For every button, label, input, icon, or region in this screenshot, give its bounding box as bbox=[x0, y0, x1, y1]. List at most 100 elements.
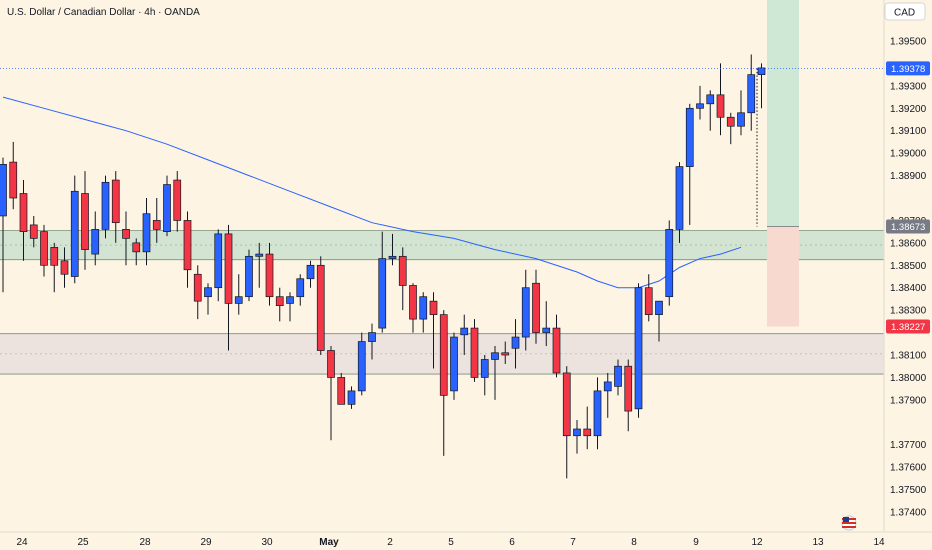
time-tick-label: 25 bbox=[77, 537, 89, 548]
candle-body bbox=[316, 264, 325, 351]
candle-body bbox=[480, 359, 489, 378]
time-tick-label: 8 bbox=[631, 537, 637, 548]
candle-body bbox=[398, 255, 407, 286]
candle-body bbox=[255, 253, 264, 257]
candle-body bbox=[173, 179, 182, 221]
candle-body bbox=[70, 190, 79, 277]
price-tick-label: 1.38500 bbox=[890, 261, 927, 272]
candle-30 bbox=[306, 260, 315, 288]
price-tick-label: 1.38400 bbox=[890, 283, 927, 294]
candle-body bbox=[245, 255, 253, 298]
price-axis[interactable]: 1.39500 1.39300 1.39200 1.39100 1.39000 1.389… bbox=[883, 0, 930, 532]
candle-20 bbox=[204, 283, 212, 315]
candle-7 bbox=[70, 175, 79, 284]
candle-71 bbox=[726, 112, 735, 145]
candle-67 bbox=[685, 103, 694, 225]
candle-body bbox=[624, 365, 633, 412]
position-tool[interactable] bbox=[756, 0, 799, 327]
currency-badge[interactable]: CAD bbox=[884, 2, 926, 21]
candle-body bbox=[29, 224, 38, 239]
candle-24 bbox=[245, 249, 253, 302]
candle-body bbox=[583, 428, 592, 437]
price-tick-label: 1.38600 bbox=[890, 238, 927, 249]
candle-body bbox=[491, 352, 499, 360]
loss-zone[interactable] bbox=[767, 226, 799, 327]
candle-body bbox=[562, 372, 571, 437]
price-tick-label: 1.37400 bbox=[890, 508, 927, 519]
candle-body bbox=[0, 164, 7, 217]
price-tick-label: 1.39000 bbox=[890, 149, 927, 160]
candle-48 bbox=[491, 346, 499, 400]
candle-body bbox=[50, 246, 59, 266]
candle-body bbox=[501, 352, 510, 356]
time-tick-label: 24 bbox=[16, 537, 28, 548]
candle-body bbox=[429, 300, 438, 315]
candle-body bbox=[552, 327, 561, 374]
candle-body bbox=[378, 258, 387, 329]
candle-body bbox=[152, 220, 161, 230]
price-tick-label: 1.39300 bbox=[890, 81, 927, 92]
candle-1 bbox=[9, 141, 18, 210]
time-tick-label: 29 bbox=[200, 537, 212, 548]
candle-body bbox=[224, 233, 233, 304]
candle-2 bbox=[19, 180, 28, 261]
candle-38 bbox=[388, 233, 397, 266]
candle-body bbox=[204, 287, 212, 298]
time-tick-label: 14 bbox=[873, 537, 885, 548]
candle-body bbox=[347, 390, 356, 405]
time-tick-label: 13 bbox=[812, 537, 824, 548]
candle-44 bbox=[450, 332, 458, 400]
candle-body bbox=[614, 365, 622, 387]
time-axis[interactable]: 24 25 28 29 30 May 2 5 6 7 8 9 12 13 14 bbox=[0, 531, 932, 548]
candle-14 bbox=[142, 198, 151, 266]
candle-18 bbox=[183, 211, 192, 288]
candle-body bbox=[91, 229, 100, 255]
candle-body bbox=[286, 296, 294, 304]
entry-price-badge: 1.38673 bbox=[886, 219, 930, 234]
candle-body bbox=[603, 381, 612, 392]
price-tick-label: 1.37900 bbox=[890, 395, 927, 406]
candle-56 bbox=[573, 420, 581, 454]
candle-body bbox=[40, 231, 48, 266]
candle-31 bbox=[316, 256, 325, 355]
candle-0 bbox=[0, 157, 7, 293]
chart-title: U.S. Dollar / Canadian Dollar · 4h · OAN… bbox=[7, 7, 200, 18]
stop-loss-badge-label: 1.38227 bbox=[891, 322, 925, 333]
profit-zone[interactable] bbox=[767, 0, 799, 227]
candle-32 bbox=[327, 346, 335, 441]
candle-19 bbox=[193, 265, 202, 320]
candle-body bbox=[665, 229, 674, 298]
candle-22 bbox=[224, 224, 233, 351]
candle-42 bbox=[429, 292, 438, 369]
candle-body bbox=[419, 296, 428, 320]
candle-15 bbox=[152, 198, 161, 243]
candle-6 bbox=[60, 247, 69, 288]
candle-body bbox=[163, 184, 171, 232]
candle-54 bbox=[552, 314, 561, 378]
candle-26 bbox=[265, 242, 274, 306]
candle-66 bbox=[675, 162, 684, 243]
candle-68 bbox=[696, 85, 704, 120]
candle-57 bbox=[583, 406, 592, 450]
candle-body bbox=[193, 273, 202, 302]
candle-21 bbox=[214, 229, 223, 302]
candle-body bbox=[296, 278, 305, 298]
candle-body bbox=[275, 296, 284, 307]
candle-59 bbox=[603, 372, 612, 418]
candle-body bbox=[388, 255, 397, 259]
price-tick-label: 1.39500 bbox=[890, 37, 927, 48]
candle-45 bbox=[460, 314, 469, 355]
candle-37 bbox=[378, 231, 387, 333]
time-tick-label: 2 bbox=[387, 537, 393, 548]
candle-body bbox=[122, 229, 130, 239]
candle-65 bbox=[665, 220, 674, 306]
candle-13 bbox=[132, 238, 141, 266]
candle-body bbox=[644, 287, 653, 315]
currency-label: CAD bbox=[894, 8, 915, 19]
candle-70 bbox=[716, 63, 725, 136]
candle-36 bbox=[368, 323, 376, 360]
candle-body bbox=[327, 350, 335, 378]
candle-72 bbox=[737, 90, 745, 136]
